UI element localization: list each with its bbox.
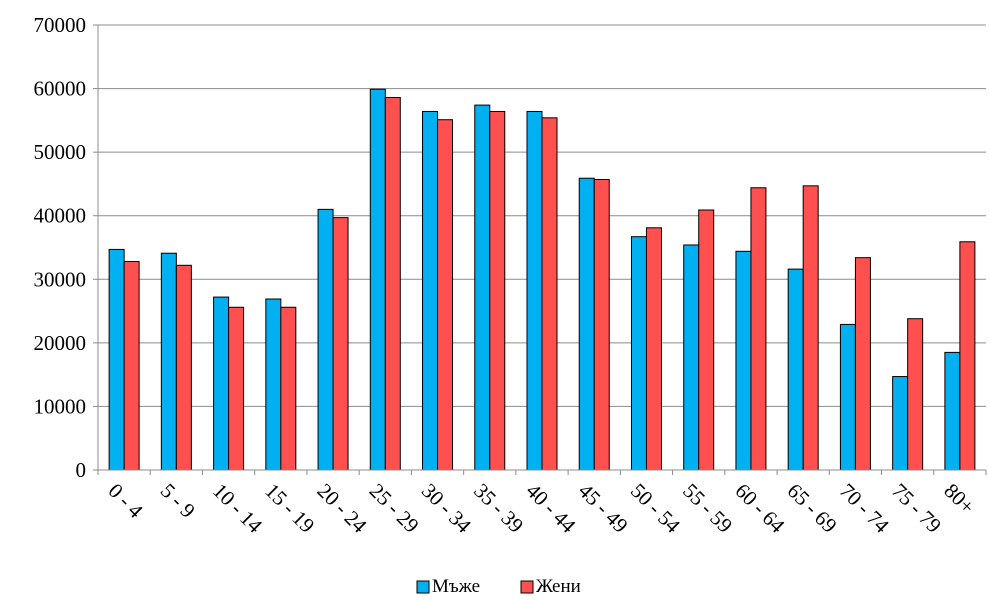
y-tick-label: 30000 (34, 267, 87, 291)
bar-male (265, 298, 282, 471)
bar-male (683, 244, 700, 471)
x-tick-label: 60 - 64 (730, 479, 789, 538)
bar-male (787, 268, 804, 471)
bar-male (944, 351, 961, 471)
y-tick-label: 60000 (34, 77, 87, 101)
bar-female (854, 257, 871, 471)
y-axis: 0 10000 20000 30000 40000 50000 60000 70000 (34, 13, 99, 482)
bar-male (839, 323, 856, 471)
y-tick-label: 70000 (34, 13, 87, 37)
bar-female (750, 187, 767, 471)
legend-swatch-female (520, 580, 534, 594)
bar-male (317, 208, 334, 471)
x-tick-label: 35 - 39 (469, 479, 528, 538)
x-tick-label: 80+ (939, 479, 979, 519)
bar-female (593, 178, 610, 471)
x-tick-label: 10 - 14 (208, 479, 267, 538)
x-tick-label: 20 - 24 (313, 479, 372, 538)
bar-male (630, 236, 647, 471)
bar-female (123, 260, 140, 471)
bar-male (160, 252, 177, 471)
x-tick-label: 75 - 79 (887, 479, 946, 538)
bar-female (907, 318, 924, 471)
bar-female (384, 96, 401, 471)
x-tick-label: 30 - 34 (417, 479, 476, 538)
x-tick-label: 0 - 4 (104, 479, 149, 524)
bars (108, 88, 976, 471)
legend-label-male: Мъже (432, 576, 480, 597)
y-tick-label: 0 (76, 458, 87, 482)
bar-male (526, 110, 543, 471)
y-tick-label: 40000 (34, 204, 87, 228)
bar-female (645, 227, 662, 471)
bar-male (108, 248, 125, 471)
x-tick-label: 25 - 29 (365, 479, 424, 538)
bar-female (698, 209, 715, 471)
legend-swatch-male (416, 580, 430, 594)
bar-female (437, 119, 454, 471)
y-tick-label: 20000 (34, 331, 87, 355)
bar-female (332, 217, 349, 471)
bar-female (489, 110, 506, 471)
bar-female (959, 241, 976, 471)
bar-female (541, 117, 558, 471)
legend: Мъже Жени (416, 576, 581, 597)
y-tick-label: 50000 (34, 140, 87, 164)
x-tick-label: 50 - 54 (626, 479, 685, 538)
bar-male (369, 88, 386, 471)
y-tick-label: 10000 (34, 394, 87, 418)
legend-label-female: Жени (536, 576, 581, 597)
bar-female (175, 264, 192, 471)
bar-female (228, 306, 245, 471)
x-tick-label: 55 - 59 (678, 479, 737, 538)
bar-male (735, 250, 752, 471)
bar-male (213, 296, 230, 471)
bar-female (280, 306, 297, 471)
bar-female (802, 185, 819, 471)
bar-male (578, 177, 595, 471)
bar-male (892, 376, 909, 471)
bar-male (422, 110, 439, 471)
bar-male (474, 104, 491, 471)
x-tick-label: 5 - 9 (156, 479, 200, 523)
x-tick-label: 40 - 44 (521, 479, 580, 538)
x-tick-label: 45 - 49 (574, 479, 633, 538)
x-tick-label: 65 - 69 (783, 479, 842, 538)
x-tick-label: 15 - 19 (260, 479, 319, 538)
x-tick-label: 70 - 74 (835, 479, 894, 538)
